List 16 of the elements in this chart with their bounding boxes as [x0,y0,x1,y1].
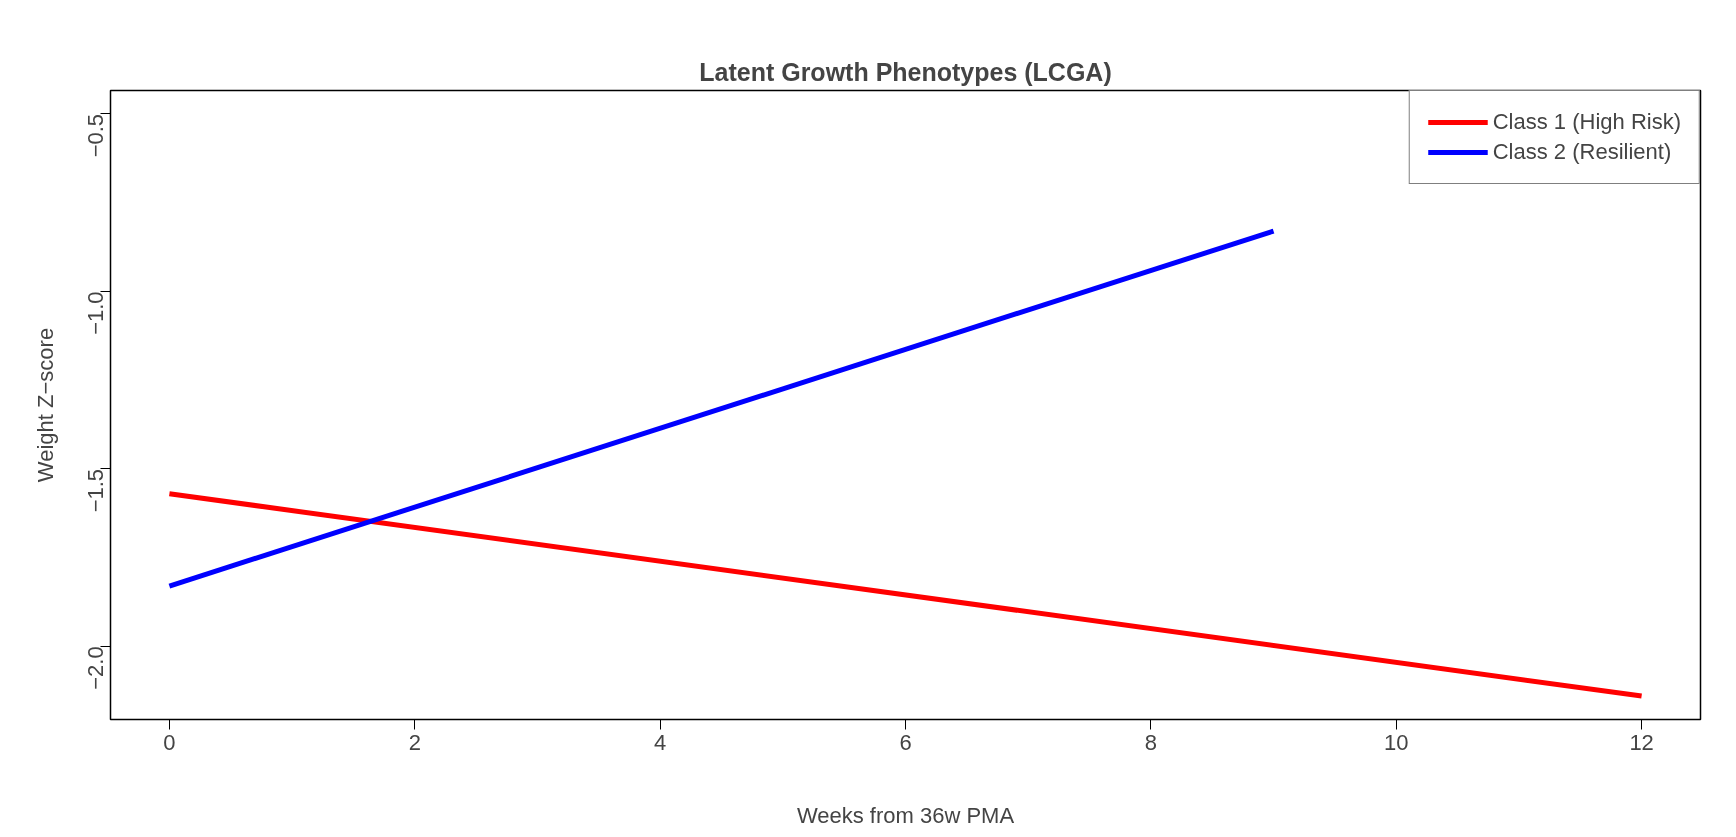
x-tick-label: 2 [408,729,421,755]
y-tick-label: −0.5 [83,113,108,158]
legend-label: Class 2 (Resilient) [1492,139,1672,165]
y-axis-title: Weight Z−score [32,327,58,483]
y-tick-label: −2.0 [83,646,108,690]
x-axis-title: Weeks from 36w PMA [796,802,1015,828]
chart-title: Latent Growth Phenotypes (LCGA) [699,57,1112,86]
x-tick-label: 10 [1384,729,1409,755]
x-tick-label: 8 [1144,729,1157,755]
y-tick-label: −1.0 [83,291,108,335]
legend-label: Class 1 (High Risk) [1492,109,1681,135]
x-tick-label: 6 [899,729,912,755]
x-tick-label: 4 [654,729,667,755]
x-tick-label: 12 [1629,729,1654,755]
x-tick-label: 0 [163,729,176,755]
y-tick-label: −1.5 [83,468,108,513]
